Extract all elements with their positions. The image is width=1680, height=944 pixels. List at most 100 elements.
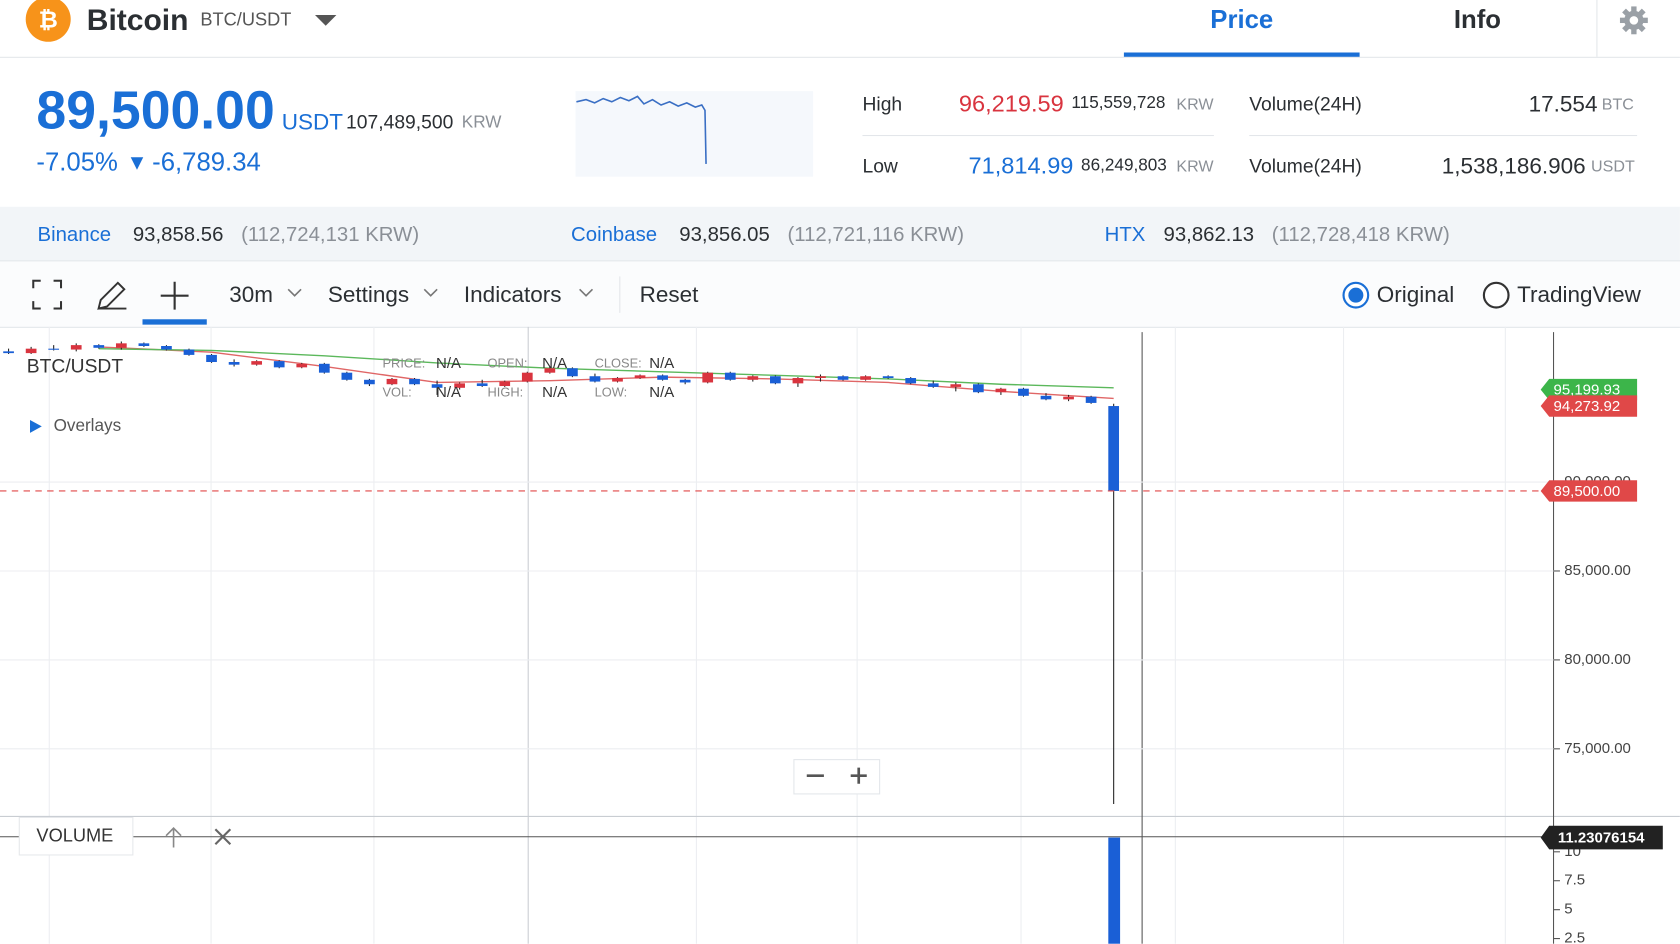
crosshair-button[interactable]	[159, 280, 191, 312]
volume-legend-box	[18, 816, 134, 856]
radio-unchecked[interactable]	[1482, 281, 1511, 310]
candle-body	[206, 354, 217, 363]
candle-body	[386, 378, 398, 385]
volume-unit: BTC	[1601, 95, 1634, 114]
vertical-grid	[48, 326, 1506, 944]
exchange-name[interactable]: Binance	[37, 223, 112, 247]
mode-option[interactable]: TradingView	[1517, 282, 1641, 308]
sparkline	[575, 91, 814, 177]
candle-body	[972, 384, 984, 393]
candle-body	[183, 349, 195, 355]
legend-value: N/A	[436, 384, 461, 401]
interval-select[interactable]: 30m	[229, 282, 274, 308]
price-chart: BTC/USDT Overlays PRICE: N/A OPEN: N/A C…	[0, 326, 1680, 944]
legend-label: HIGH:	[487, 385, 523, 400]
mode-option[interactable]: Original	[1376, 282, 1455, 308]
candle-body	[882, 376, 894, 379]
candle-body	[770, 376, 781, 384]
candle-body	[3, 351, 14, 354]
price-tag-label: 95,199.93	[1554, 382, 1621, 399]
candle-body	[567, 368, 578, 377]
candle-body	[409, 378, 420, 385]
candle-body	[48, 348, 60, 350]
candle-body	[228, 362, 240, 365]
candle-body	[679, 379, 691, 383]
candle-body	[747, 376, 759, 380]
overlays-toggle[interactable]	[29, 419, 42, 433]
tab-price[interactable]: Price	[1210, 5, 1274, 35]
candle-body	[1108, 406, 1120, 491]
volume-value: 1,538,186.906	[1441, 154, 1586, 179]
exchange-price: 93,856.05	[679, 223, 770, 247]
volume-tag	[1540, 825, 1663, 850]
krw-unit: KRW	[461, 113, 502, 132]
price-tag	[1540, 480, 1638, 502]
stat-value: 96,219.59	[958, 89, 1064, 117]
price-tag-label: 94,273.92	[1554, 398, 1621, 415]
indicators-menu[interactable]: Indicators	[463, 282, 562, 308]
exchange-name[interactable]: Coinbase	[571, 223, 658, 247]
price-tag	[1540, 395, 1638, 417]
candle-body	[454, 383, 465, 388]
candle-body	[1063, 396, 1074, 400]
volume-bar	[1108, 837, 1121, 944]
volume-label: VOLUME	[36, 826, 113, 846]
candle-body	[702, 372, 714, 383]
fullscreen-button[interactable]	[32, 279, 63, 310]
candle-body	[296, 363, 308, 368]
candle-body	[318, 363, 330, 373]
move-up-button[interactable]	[165, 827, 182, 848]
overlays-label[interactable]: Overlays	[54, 415, 122, 435]
volume-tag-label: 11.23076154	[1558, 830, 1645, 847]
active-tool-indicator	[142, 319, 207, 325]
candle-body	[161, 346, 172, 350]
candle-body	[589, 376, 601, 382]
candle-body	[273, 361, 285, 368]
tab-info[interactable]: Info	[1453, 5, 1502, 35]
settings-gear[interactable]	[1618, 4, 1650, 36]
legend-label: VOL:	[382, 385, 411, 400]
dropdown-caret	[287, 288, 302, 297]
candle-body	[251, 361, 263, 365]
candle-body	[544, 368, 556, 373]
reset-button[interactable]: Reset	[639, 282, 699, 308]
divider	[862, 134, 1214, 137]
candle-body	[70, 345, 82, 350]
volume-value: 17.554	[1528, 92, 1598, 117]
exchange-krw: (112,721,116 KRW)	[787, 223, 965, 247]
candle-body	[634, 375, 646, 379]
zoom-controls	[793, 759, 881, 795]
header-bar	[0, 0, 1680, 58]
candle-body	[115, 343, 127, 348]
exchange-name[interactable]: HTX	[1104, 223, 1146, 247]
candle-body	[1085, 396, 1097, 403]
legend-value: N/A	[649, 384, 674, 401]
candle-body	[25, 348, 37, 354]
last-price: 89,500.00	[36, 80, 275, 141]
volume-label: Volume(24H)	[1249, 93, 1362, 115]
draw-button[interactable]	[94, 279, 128, 313]
coin-icon: ₿	[25, 0, 71, 42]
stat-value: 71,814.99	[968, 152, 1074, 179]
settings-menu[interactable]: Settings	[327, 282, 410, 308]
exchange-krw: (112,724,131 KRW)	[241, 223, 420, 247]
divider	[1249, 134, 1638, 137]
zoom-in[interactable]	[850, 767, 867, 784]
candle-body	[1040, 395, 1052, 400]
stat-label: High	[862, 93, 903, 115]
change-arrow: ▼	[126, 151, 148, 175]
radio-checked[interactable]	[1341, 281, 1370, 310]
exchange-price: 93,858.56	[132, 223, 224, 247]
pair-dropdown[interactable]	[313, 13, 339, 28]
close-pane-button[interactable]	[214, 828, 232, 846]
moving-average	[98, 347, 1114, 389]
y-tick-label: 5	[1564, 901, 1572, 918]
stat-label: Low	[862, 155, 898, 177]
candle-body	[927, 383, 939, 387]
candle-body	[950, 384, 962, 387]
volume-unit: USDT	[1591, 157, 1635, 176]
candle-body	[364, 379, 375, 385]
candle-body	[792, 378, 804, 384]
